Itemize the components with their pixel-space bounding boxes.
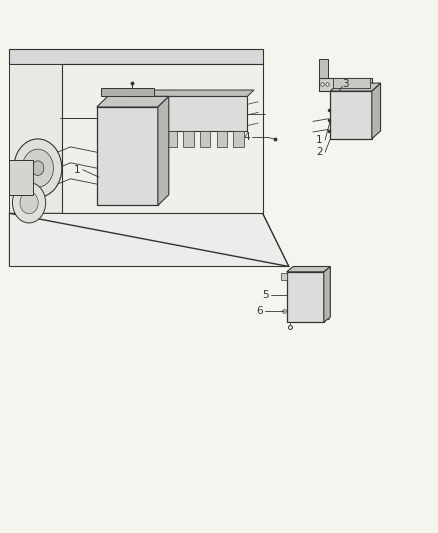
Polygon shape bbox=[10, 49, 263, 64]
Circle shape bbox=[22, 149, 53, 187]
Text: 6: 6 bbox=[256, 306, 262, 316]
Text: 5: 5 bbox=[262, 289, 269, 300]
Polygon shape bbox=[101, 88, 153, 96]
Polygon shape bbox=[158, 96, 169, 205]
Polygon shape bbox=[130, 96, 247, 131]
Polygon shape bbox=[10, 64, 62, 213]
Polygon shape bbox=[130, 90, 254, 96]
Polygon shape bbox=[319, 59, 328, 78]
Polygon shape bbox=[319, 78, 372, 91]
Text: 1: 1 bbox=[74, 165, 81, 175]
Circle shape bbox=[12, 182, 46, 223]
Polygon shape bbox=[330, 83, 381, 91]
Bar bbox=[282, 273, 287, 280]
Circle shape bbox=[20, 191, 38, 214]
Text: 3: 3 bbox=[343, 79, 349, 89]
Polygon shape bbox=[62, 64, 263, 213]
Polygon shape bbox=[372, 83, 381, 139]
Polygon shape bbox=[10, 213, 289, 266]
Polygon shape bbox=[166, 131, 177, 147]
Polygon shape bbox=[332, 78, 370, 88]
Polygon shape bbox=[287, 266, 330, 272]
Polygon shape bbox=[97, 96, 169, 107]
Bar bbox=[10, 160, 33, 195]
Polygon shape bbox=[324, 266, 330, 322]
Polygon shape bbox=[233, 131, 244, 147]
Polygon shape bbox=[217, 131, 227, 147]
Polygon shape bbox=[287, 272, 324, 322]
Polygon shape bbox=[150, 131, 160, 147]
Text: 2: 2 bbox=[316, 147, 323, 157]
Circle shape bbox=[14, 139, 62, 197]
Polygon shape bbox=[133, 131, 144, 147]
Polygon shape bbox=[330, 91, 372, 139]
Circle shape bbox=[32, 161, 44, 175]
Text: 1: 1 bbox=[316, 135, 323, 145]
Polygon shape bbox=[183, 131, 194, 147]
Text: 4: 4 bbox=[243, 132, 250, 142]
Polygon shape bbox=[97, 107, 158, 205]
Polygon shape bbox=[200, 131, 210, 147]
